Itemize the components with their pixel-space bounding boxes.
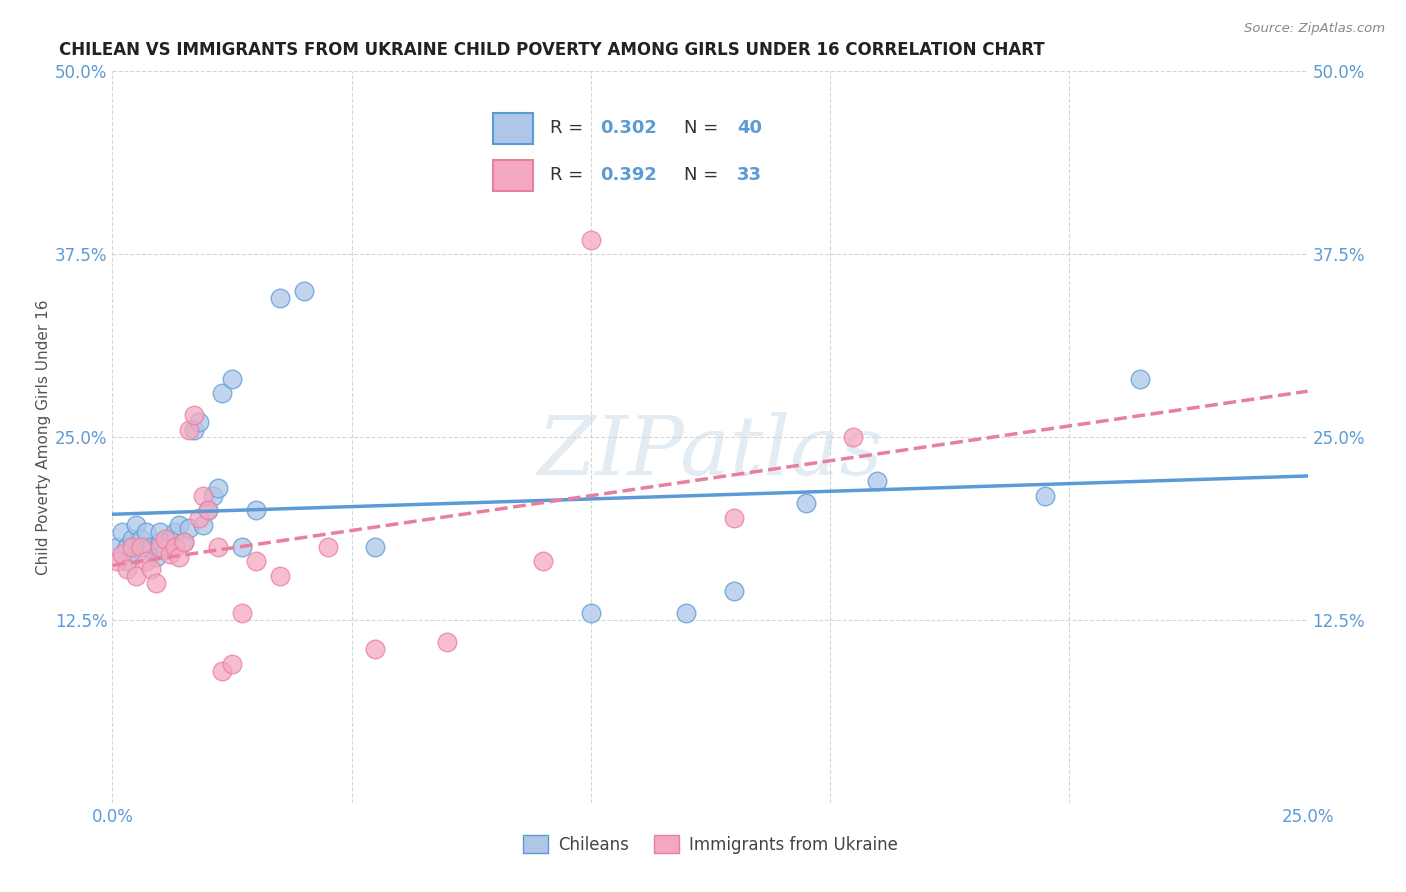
Point [211, 664, 233, 678]
Point [129, 533, 152, 547]
Point [121, 533, 143, 547]
Point [269, 569, 291, 583]
Point [211, 386, 233, 401]
Point [723, 510, 745, 524]
Point [292, 284, 315, 298]
Text: Source: ZipAtlas.com: Source: ZipAtlas.com [1244, 22, 1385, 36]
Point [842, 430, 865, 444]
Point [193, 489, 215, 503]
Point [579, 606, 602, 620]
Point [173, 535, 195, 549]
Point [135, 525, 157, 540]
Point [207, 481, 229, 495]
Point [115, 554, 138, 568]
Point [125, 547, 148, 561]
Y-axis label: Child Poverty Among Girls Under 16: Child Poverty Among Girls Under 16 [37, 300, 52, 574]
Point [145, 576, 167, 591]
Point [111, 525, 134, 540]
Point [187, 510, 209, 524]
Point [159, 533, 181, 547]
Point [183, 423, 205, 437]
Point [149, 540, 172, 554]
Point [115, 562, 138, 576]
Point [145, 549, 167, 564]
Point [197, 503, 219, 517]
Point [1129, 371, 1152, 385]
Point [135, 540, 157, 554]
Point [231, 606, 253, 620]
Point [169, 549, 191, 564]
Point [177, 521, 200, 535]
Point [245, 503, 267, 517]
Point [221, 657, 243, 671]
Point [187, 416, 209, 430]
Point [173, 535, 195, 549]
Point [153, 542, 176, 557]
Point [794, 496, 817, 510]
Point [163, 540, 186, 554]
Point [153, 533, 176, 547]
Point [231, 540, 253, 554]
Point [207, 540, 229, 554]
Point [115, 540, 138, 554]
Point [221, 371, 243, 385]
Point [1033, 489, 1056, 503]
Point [177, 423, 200, 437]
Text: CHILEAN VS IMMIGRANTS FROM UKRAINE CHILD POVERTY AMONG GIRLS UNDER 16 CORRELATIO: CHILEAN VS IMMIGRANTS FROM UKRAINE CHILD… [59, 41, 1045, 59]
Point [197, 503, 219, 517]
Point [111, 547, 134, 561]
Point [269, 291, 291, 305]
Point [149, 535, 172, 549]
Point [723, 583, 745, 598]
Point [125, 569, 148, 583]
Text: ZIPatlas: ZIPatlas [537, 412, 883, 491]
Point [139, 562, 162, 576]
Point [105, 540, 128, 554]
Point [866, 474, 889, 488]
Point [121, 540, 143, 554]
Point [316, 540, 339, 554]
Point [159, 547, 181, 561]
Point [436, 635, 458, 649]
Point [169, 517, 191, 532]
Legend: Chileans, Immigrants from Ukraine: Chileans, Immigrants from Ukraine [516, 829, 904, 860]
Point [193, 517, 215, 532]
Point [183, 408, 205, 422]
Point [135, 554, 157, 568]
Point [149, 525, 172, 540]
Point [201, 489, 224, 503]
Point [105, 554, 128, 568]
Point [129, 540, 152, 554]
Point [531, 554, 554, 568]
Point [163, 525, 186, 540]
Point [245, 554, 267, 568]
Point [364, 642, 387, 657]
Point [579, 233, 602, 247]
Point [364, 540, 387, 554]
Point [675, 606, 697, 620]
Point [125, 517, 148, 532]
Point [139, 540, 162, 554]
